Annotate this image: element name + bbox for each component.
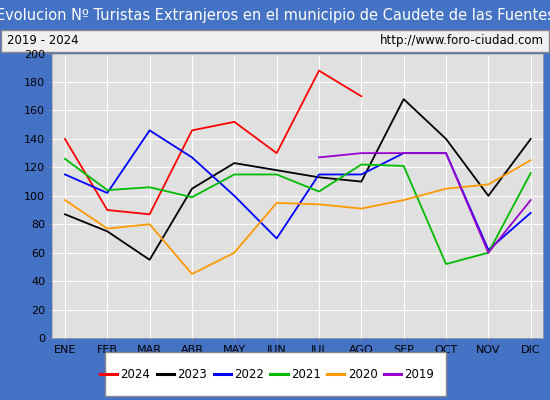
Text: http://www.foro-ciudad.com: http://www.foro-ciudad.com [379,34,543,47]
FancyBboxPatch shape [1,30,549,52]
Text: 2020: 2020 [348,368,377,380]
Text: 2019 - 2024: 2019 - 2024 [7,34,78,47]
Text: 2022: 2022 [234,368,264,380]
Text: 2023: 2023 [177,368,207,380]
Text: Evolucion Nº Turistas Extranjeros en el municipio de Caudete de las Fuentes: Evolucion Nº Turistas Extranjeros en el … [0,8,550,23]
Text: 2021: 2021 [291,368,321,380]
Text: 2019: 2019 [405,368,435,380]
Text: 2024: 2024 [120,368,150,380]
FancyBboxPatch shape [104,352,446,396]
